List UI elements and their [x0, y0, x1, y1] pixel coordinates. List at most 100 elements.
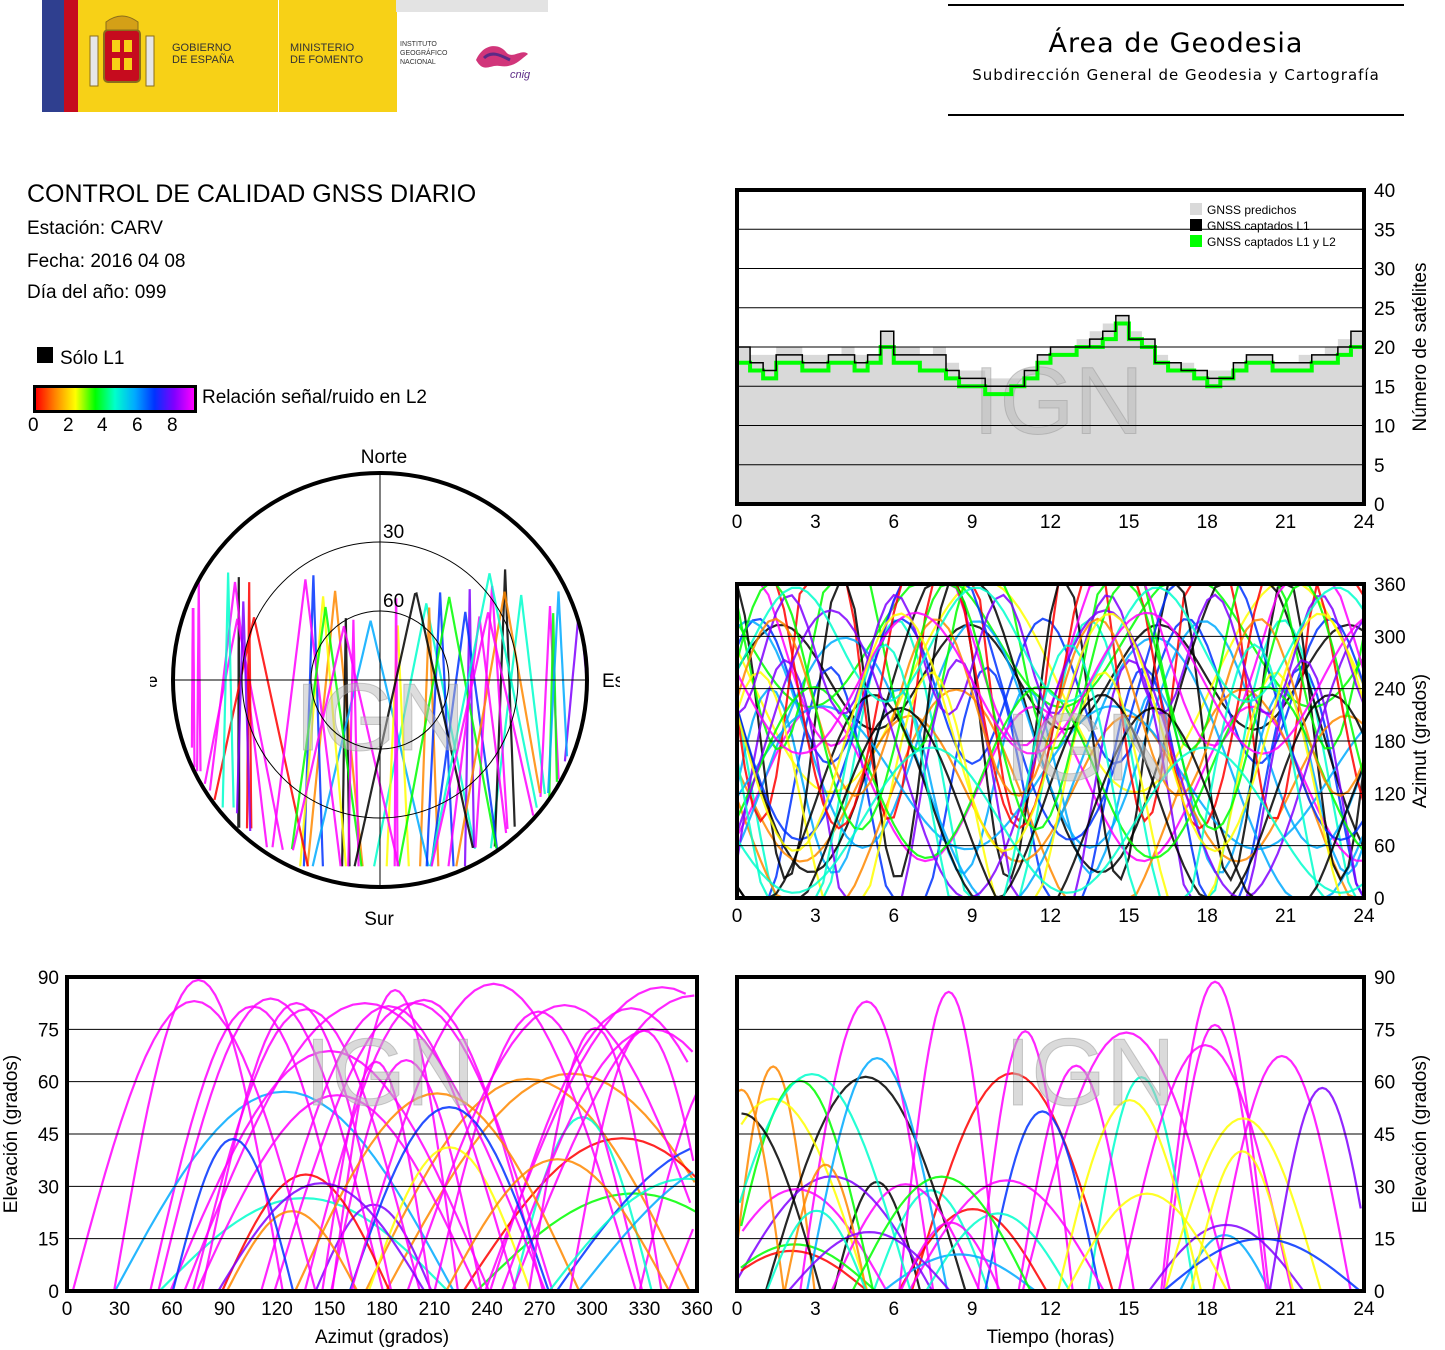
skyplot-chart: IGN 30 60 Norte Sur Oeste Este: [150, 447, 620, 930]
elevation-azimuth-track: [321, 1060, 432, 1292]
y-tick-label: 90: [1374, 968, 1395, 989]
x-tick-label: 6: [888, 1299, 899, 1320]
elevation-track: [910, 1072, 1114, 1292]
azimuth-track: [736, 611, 1365, 755]
x-tick-label: 18: [1197, 512, 1218, 533]
azimuth-time-chart: IGN 0 60 120 180 240 300 360 0 3 6 9 12 15 18 21 24 Azimu…: [732, 575, 1431, 927]
x-tick-label: 150: [314, 1299, 346, 1320]
azimuth-track: [736, 693, 1365, 900]
y-tick-label: 60: [1374, 837, 1395, 858]
legend-swatch: [1190, 235, 1202, 247]
x-tick-label: 21: [1275, 1299, 1296, 1320]
plot-frame: [735, 582, 1366, 900]
skyplot-track: [489, 594, 546, 849]
ign-top-bar: [396, 0, 548, 12]
colorbar-tick: 6: [132, 415, 143, 436]
x-tick-label: 9: [967, 512, 978, 533]
skyplot-track: [306, 590, 364, 867]
legend-entry: GNSS captados L1 y L2: [1207, 235, 1336, 249]
x-tick-label: 3: [810, 906, 821, 927]
x-tick-label: 3: [810, 1299, 821, 1320]
elevation-track: [740, 1079, 875, 1292]
elevation-azimuth-track: [406, 1003, 692, 1292]
elevation-azimuth-track: [71, 999, 317, 1292]
elevation-azimuth-track: [445, 1158, 671, 1292]
x-tick-label: 24: [1353, 906, 1375, 927]
y-tick-label: 20: [1374, 338, 1395, 359]
x-tick-label: 0: [732, 906, 743, 927]
ign-watermark: IGN: [1005, 1019, 1176, 1126]
satellite-count-chart: IGN 0 5 10 15 20 25 30 35 40 0 3 6 9 12 15 18 21 24 Número …: [732, 181, 1431, 533]
elevation-azimuth-track: [500, 1028, 694, 1292]
x-tick-label: 24: [1353, 1299, 1375, 1320]
y-tick-label: 300: [1374, 627, 1406, 648]
azimuth-track: [735, 609, 1365, 900]
elevation-time-plot-area: IGN 0 15 30 45 60 75 90 0 3 6 9 12 15 18 21 24 Elevación …: [732, 968, 1431, 1348]
elevation-azimuth-track: [667, 1228, 695, 1292]
y-tick-label: 75: [1374, 1020, 1395, 1041]
x-tick-label: 15: [1118, 1299, 1139, 1320]
x-tick-label: 60: [161, 1299, 182, 1320]
azimuth-track: [736, 714, 1365, 863]
elevation-azimuth-track: [462, 1137, 697, 1292]
ign-watermark: IGN: [305, 1019, 476, 1126]
coat-of-arms-icon: [89, 15, 155, 87]
ring-label-60: 60: [383, 591, 404, 612]
x-tick-label: 12: [1040, 906, 1061, 927]
y-tick-label: 15: [1374, 1230, 1395, 1251]
skyplot-track: [419, 607, 440, 867]
elevation-track: [1087, 1076, 1196, 1292]
elevation-time-chart: IGN 0 15 30 45 60 75 90 0 3 6 9 12 15 18 21 24 Elevación …: [732, 968, 1431, 1348]
elevation-track: [736, 1175, 934, 1292]
area-box: Área de Geodesia Subdirección General de…: [948, 4, 1404, 116]
x-tick-label: 21: [1275, 906, 1296, 927]
elevation-azimuth-track: [195, 1094, 479, 1292]
elevation-track: [740, 1097, 869, 1292]
elevation-azimuth-track: [294, 1092, 581, 1292]
doy-label: Día del año: 099: [27, 282, 167, 303]
azimuth-track: [737, 582, 1366, 830]
y-tick-label: 45: [1374, 1125, 1395, 1146]
elevation-track: [765, 1209, 868, 1292]
skyplot-track: [455, 591, 542, 867]
y-tick-label: 0: [1374, 1282, 1385, 1303]
skyplot-track: [397, 596, 498, 867]
skyplot-track: [291, 626, 400, 867]
elevation-azimuth-track: [114, 1090, 455, 1292]
azimuth-track: [735, 636, 1366, 900]
skyplot-track: [341, 618, 351, 867]
x-tick-label: 6: [888, 906, 899, 927]
x-tick-label: 240: [471, 1299, 503, 1320]
elevation-track: [787, 1230, 951, 1292]
west-label: Oeste: [150, 671, 158, 692]
y-axis-label: Número de satélites: [1410, 263, 1431, 432]
flag-stripe-red: [64, 0, 78, 112]
elevation-azimuth-track: [367, 1146, 532, 1292]
azimuth-plot-area: IGN 0 60 120 180 240 300 360 0 3 6 9 12 15 18 21 24 Azimu…: [732, 575, 1431, 927]
y-tick-label: 0: [1374, 495, 1385, 516]
skyplot-track: [430, 611, 499, 867]
elevation-azimuth-track: [191, 1008, 421, 1292]
gobierno-text: GOBIERNO DE ESPAÑA: [172, 42, 235, 66]
elevation-azimuth-track: [568, 1029, 695, 1292]
azimuth-track: [735, 582, 1366, 831]
ign-watermark: IGN: [973, 347, 1144, 454]
skyplot-track: [299, 596, 347, 867]
azimuth-track: [735, 612, 1366, 853]
x-tick-label: 180: [366, 1299, 398, 1320]
y-tick-label: 10: [1374, 417, 1395, 438]
y-tick-label: 5: [1374, 456, 1385, 477]
y-tick-label: 30: [1374, 1177, 1395, 1198]
skyplot-track: [430, 612, 535, 867]
elevation-track: [738, 1072, 912, 1292]
skyplot-track: [547, 591, 569, 794]
skyplot-track: [302, 575, 324, 867]
area-subtitle: Subdirección General de Geodesia y Carto…: [972, 66, 1380, 84]
x-tick-label: 18: [1197, 906, 1218, 927]
elevation-track: [799, 1000, 935, 1292]
x-tick-label: 18: [1197, 1299, 1218, 1320]
x-tick-label: 90: [214, 1299, 235, 1320]
elevation-track: [1160, 980, 1270, 1292]
x-tick-label: 210: [419, 1299, 451, 1320]
legend-swatch: [1190, 219, 1202, 231]
